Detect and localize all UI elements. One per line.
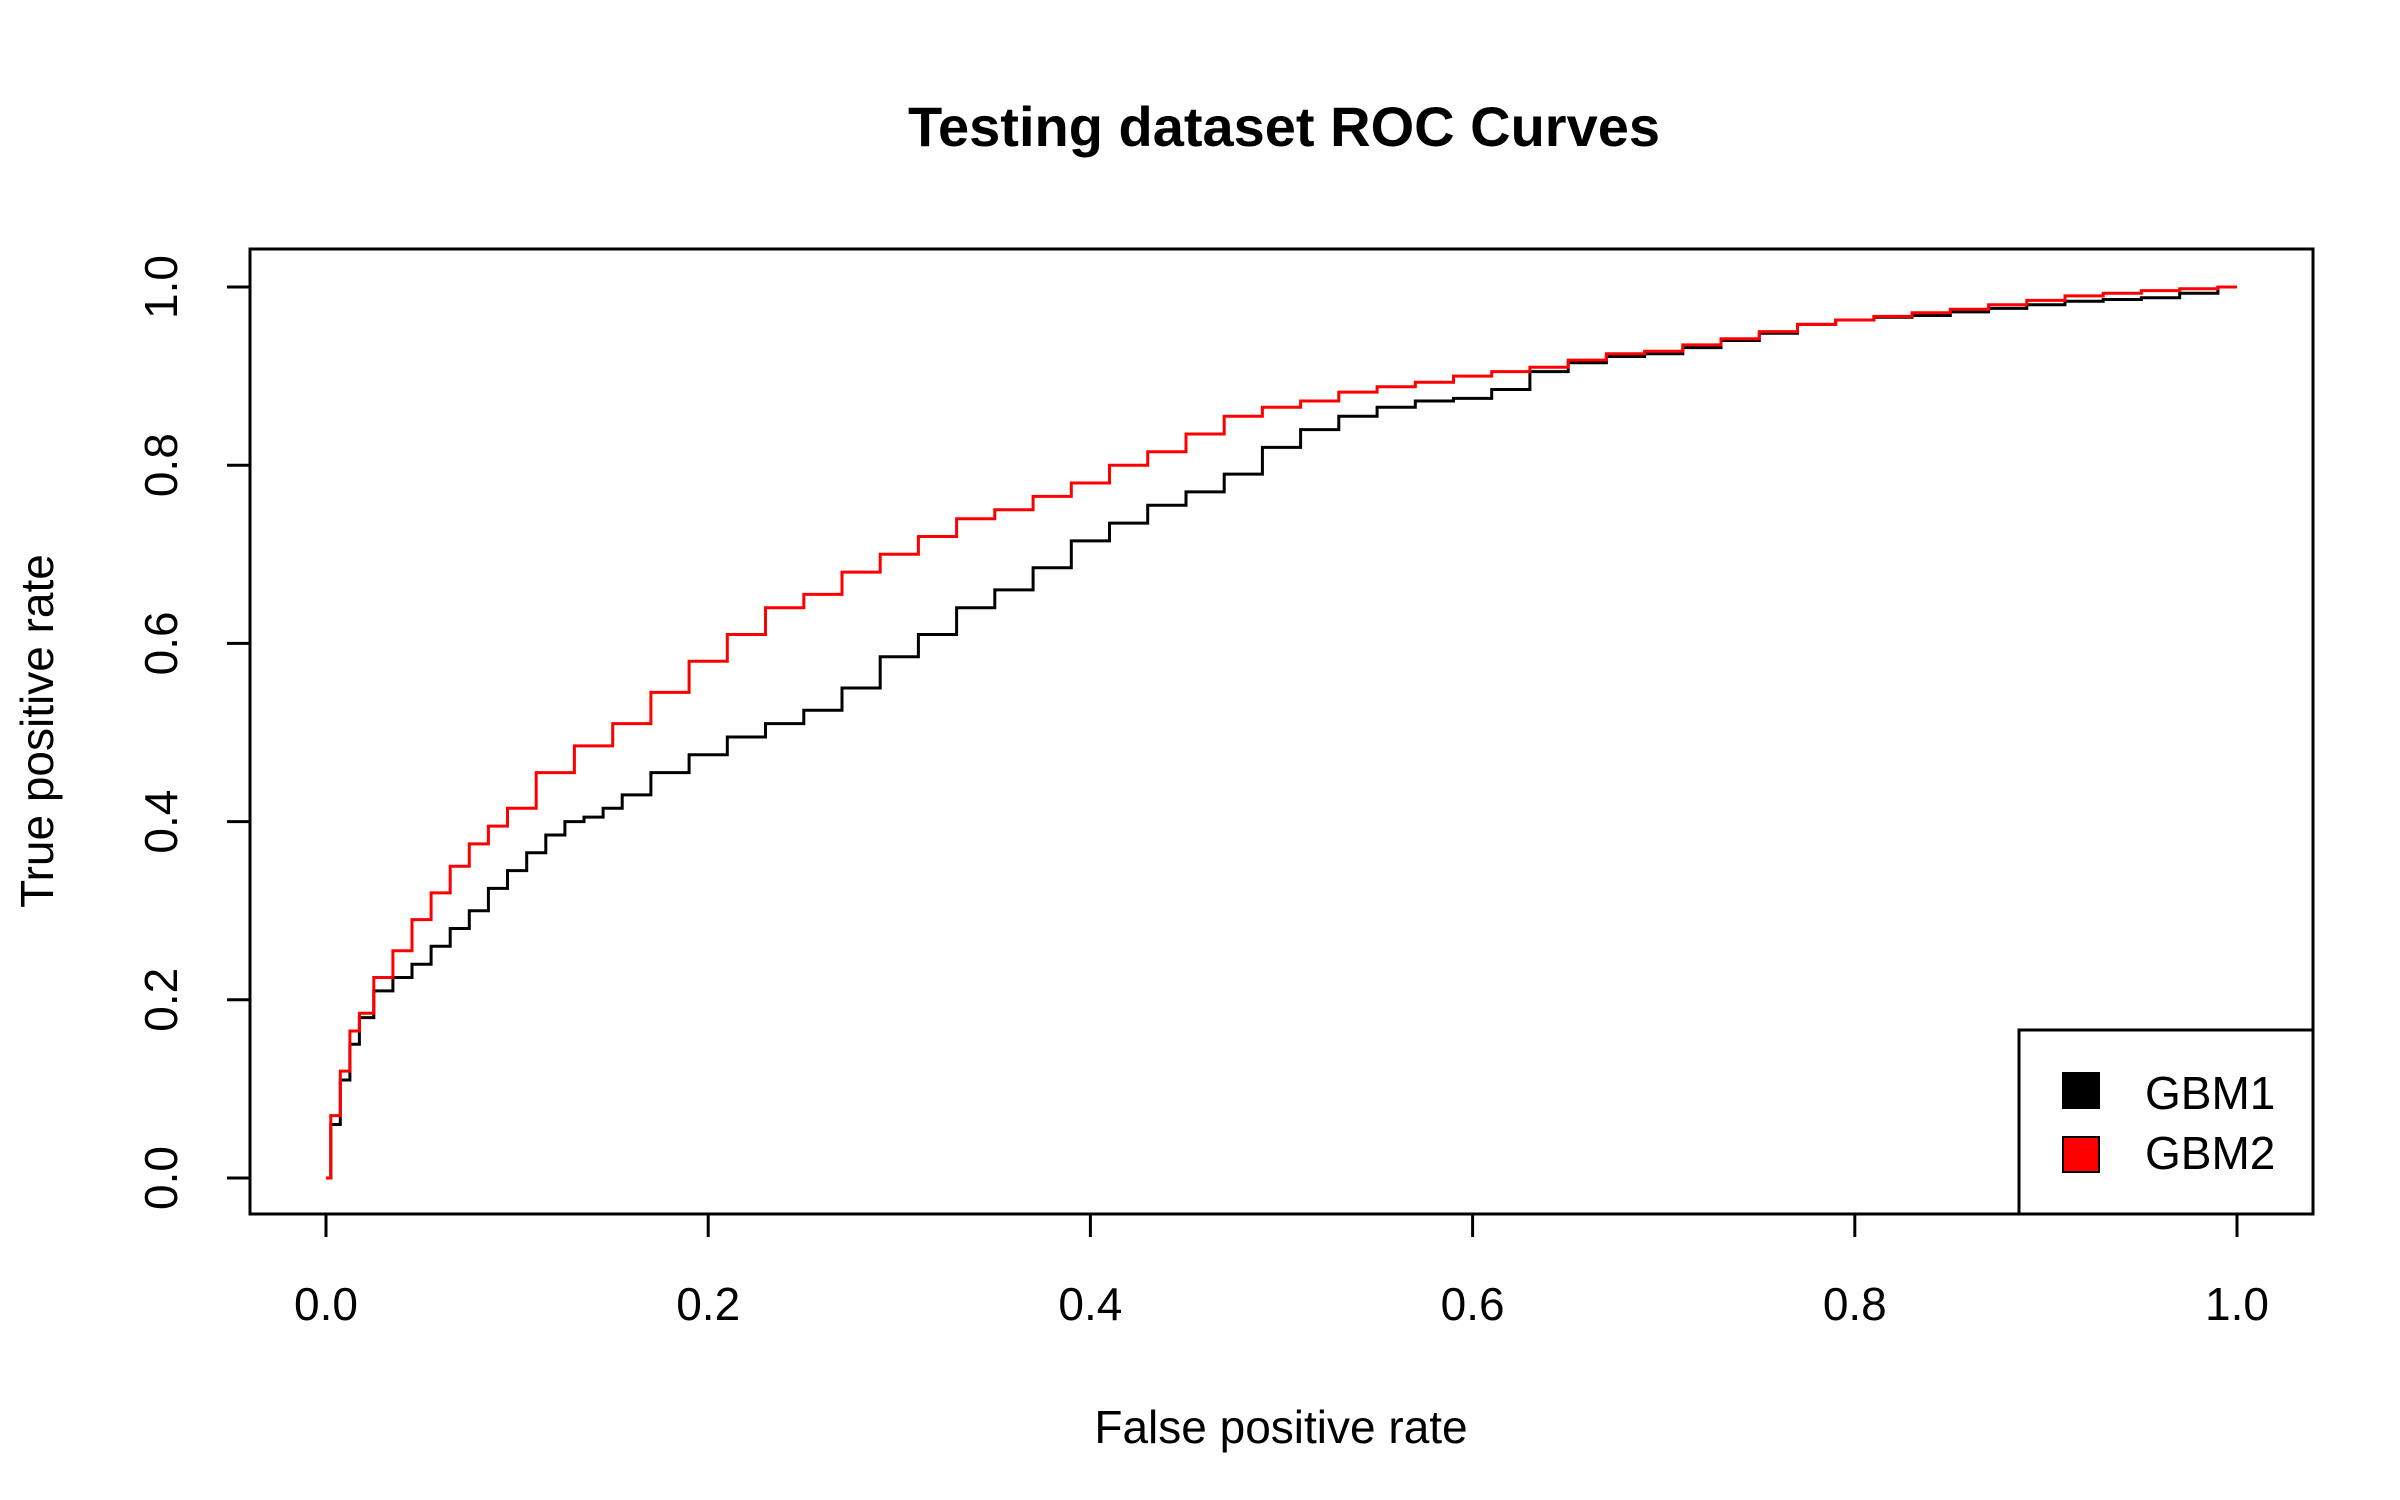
legend-box [2019,1030,2313,1214]
x-tick-label: 0.4 [1058,1278,1122,1330]
y-axis-label: True positive rate [11,554,63,908]
x-tick-label: 0.6 [1441,1278,1505,1330]
y-tick-label: 0.0 [135,1146,187,1210]
legend-swatch-gbm2 [2063,1137,2099,1172]
x-axis-label: False positive rate [1094,1401,1467,1453]
y-tick-label: 0.8 [135,433,187,497]
y-tick-label: 0.4 [135,790,187,854]
legend-swatch-gbm1 [2063,1073,2099,1108]
roc-chart: Testing dataset ROC Curves 0.0 0.2 0.4 0.6 0… [0,0,2400,1500]
x-tick-label: 1.0 [2205,1278,2269,1330]
legend-label-gbm1: GBM1 [2145,1067,2275,1119]
y-tick-label: 0.2 [135,968,187,1032]
y-tick-label: 1.0 [135,255,187,319]
legend: GBM1 GBM2 [2019,1030,2313,1214]
x-tick-label: 0.0 [294,1278,358,1330]
y-tick-label: 0.6 [135,611,187,675]
x-tick-label: 0.8 [1823,1278,1887,1330]
chart-background [0,0,2400,1500]
legend-label-gbm2: GBM2 [2145,1127,2275,1179]
chart-title: Testing dataset ROC Curves [908,95,1660,158]
x-tick-label: 0.2 [676,1278,740,1330]
